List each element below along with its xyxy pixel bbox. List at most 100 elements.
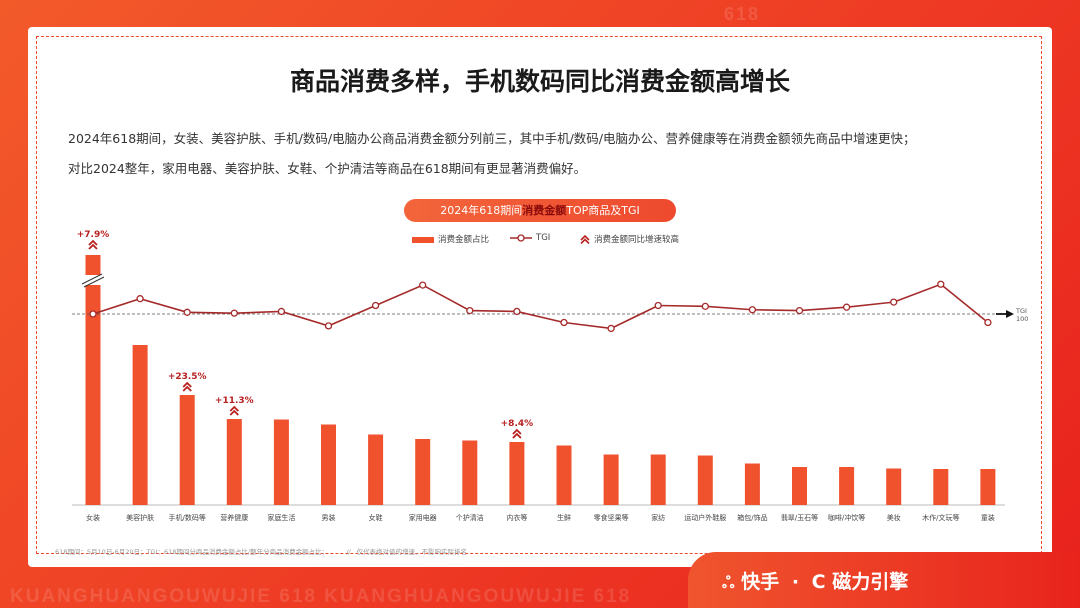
x-tick-label-2: 手机/数码等 (169, 513, 206, 522)
footnote-break-icon: // (346, 548, 351, 556)
legend-bar-swatch (412, 236, 434, 243)
bar-10 (556, 445, 572, 505)
bar-15 (792, 467, 807, 505)
legend-line-swatch (510, 233, 532, 242)
brand-logos: ஃ 快手 · C 磁力引擎 (722, 567, 908, 594)
x-tick-label-16: 咖啡/冲饮等 (828, 513, 865, 522)
growth-chevron-icon-3 (512, 428, 522, 439)
x-tick-label-13: 运动户外鞋服 (684, 513, 726, 522)
tgi-point-17 (890, 298, 898, 306)
page-title: 商品消费多样，手机数码同比消费金额高增长 (289, 67, 790, 96)
tgi-point-10 (560, 318, 568, 327)
tgi-point-5 (324, 322, 333, 330)
x-tick-label-15: 翡翠/玉石等 (781, 513, 818, 522)
tgi-point-14 (748, 306, 757, 314)
x-tick-label-6: 女鞋 (369, 513, 383, 522)
tgi-point-8 (466, 306, 474, 315)
bar-2 (179, 395, 195, 505)
legend-bar-label: 消费金额占比 (438, 235, 490, 245)
tgi-point-18 (937, 280, 945, 288)
legend-bar: 消费金额占比 (412, 233, 489, 245)
x-tick-label-3: 营养健康 (220, 513, 248, 522)
bar-7 (415, 439, 431, 505)
chevron-up-icon (580, 234, 590, 245)
x-tick-label-12: 家纺 (651, 513, 665, 522)
legend-line: TGI (510, 233, 550, 243)
tgi-point-9 (513, 307, 521, 316)
content-card (28, 27, 1052, 567)
bar-6 (368, 434, 384, 505)
watermark-top: 618 (724, 4, 761, 24)
bar-13 (697, 455, 713, 505)
x-tick-label-14: 箱包/饰品 (737, 513, 767, 522)
tgi-point-0 (89, 310, 97, 318)
axis-break-mark-2 (83, 276, 105, 288)
legend-marker-label: 消费金额同比增速较高 (594, 235, 680, 245)
footnote-text: 618期间：5月10日-6月20日；TGI：618期间分商品消费金额占比/整年分… (55, 548, 329, 556)
chart-title-pre: 2024年618期间 (440, 204, 523, 217)
bar-12 (650, 454, 666, 505)
x-tick-label-18: 木作/文玩等 (922, 513, 959, 522)
tgi-point-3 (230, 309, 238, 317)
x-tick-label-9: 内衣等 (506, 513, 527, 522)
kuaishou-label: 快手 (741, 571, 780, 593)
tgi-line (92, 283, 989, 330)
chart-title-post: TOP商品及TGI (566, 204, 640, 217)
x-tick-label-11: 零食坚果等 (594, 513, 629, 522)
kuaishou-logo-icon: ஃ (722, 573, 735, 592)
bar-17 (886, 468, 902, 505)
growth-label-3: +8.4% (501, 419, 534, 429)
bar-8 (462, 440, 478, 505)
x-tick-label-5: 男装 (322, 513, 336, 522)
description-line-2: 对比2024整年，家用电器、美容护肤、女鞋、个护清洁等商品在618期间有更显著消… (68, 161, 587, 176)
footnote-text-2: 仅代表绝对值的增速，不影响实际排名 (356, 548, 467, 556)
bar-14 (744, 463, 760, 505)
bar-16 (839, 467, 855, 505)
tgi-point-16 (842, 303, 851, 311)
x-tick-label-19: 童装 (981, 513, 995, 522)
bar-0 (85, 255, 101, 505)
growth-label-2: +11.3% (215, 396, 254, 406)
axis-break-mark-1 (81, 273, 103, 285)
cili-label: 磁力引擎 (832, 571, 909, 593)
brand-corner (688, 552, 1080, 608)
bar-1 (132, 345, 148, 505)
x-tick-label-8: 个护清洁 (456, 513, 484, 522)
tgi-point-6 (371, 301, 380, 310)
x-tick-label-10: 生鲜 (557, 513, 571, 522)
tgi-arrow-head (1006, 310, 1014, 318)
tgi-point-15 (795, 306, 804, 315)
growth-chevron-icon-0 (88, 239, 98, 250)
growth-label-1: +23.5% (168, 372, 207, 382)
cili-logo-icon: C (811, 571, 826, 593)
bar-19 (980, 469, 996, 505)
growth-chevron-icon-2 (229, 405, 239, 416)
tgi-reference-value: 100 (1016, 315, 1028, 323)
footnote: 618期间：5月10日-6月20日；TGI：618期间分商品消费金额占比/整年分… (55, 546, 467, 556)
tgi-point-13 (701, 302, 709, 311)
legend-line-label: TGI (536, 233, 551, 243)
x-tick-label-1: 美容护肤 (126, 513, 154, 522)
watermark-bottom: KUANGHUANGOUWUJIE 618 KUANGHUANGOUWUJIE … (10, 586, 632, 607)
tgi-reference-label: TGI (1015, 307, 1027, 315)
tgi-point-12 (654, 301, 662, 310)
brand-separator: · (791, 571, 800, 593)
tgi-point-4 (277, 307, 286, 316)
x-tick-label-0: 女装 (86, 513, 100, 522)
growth-chevron-icon-1 (182, 381, 192, 392)
tgi-point-2 (183, 308, 191, 316)
bar-3 (226, 419, 242, 505)
tgi-point-19 (984, 318, 992, 327)
tgi-point-7 (419, 281, 427, 289)
bar-9 (509, 442, 525, 505)
chart-title-pill: 2024年618期间消费金额TOP商品及TGI (404, 199, 676, 222)
x-tick-label-4: 家庭生活 (267, 513, 295, 522)
tgi-point-11 (607, 324, 615, 333)
bar-5 (321, 424, 336, 505)
axis-break-gap (82, 275, 104, 285)
bar-4 (273, 419, 289, 505)
legend-marker: 消费金额同比增速较高 (580, 233, 679, 245)
chart-title-emphasis: 消费金额 (522, 204, 567, 217)
bar-18 (933, 469, 949, 505)
